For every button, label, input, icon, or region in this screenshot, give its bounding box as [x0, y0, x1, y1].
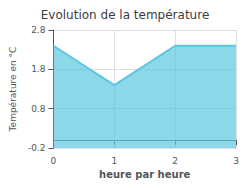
- svg-text:Evolution de la température: Evolution de la température: [41, 8, 210, 22]
- svg-text:1.8: 1.8: [31, 64, 46, 74]
- svg-text:2: 2: [172, 156, 178, 166]
- svg-text:Température en °C: Température en °C: [8, 47, 18, 133]
- svg-text:heure par heure: heure par heure: [99, 169, 190, 180]
- svg-text:0: 0: [51, 156, 57, 166]
- svg-text:2.8: 2.8: [31, 25, 46, 35]
- svg-text:3: 3: [233, 156, 239, 166]
- svg-text:0.8: 0.8: [31, 104, 46, 114]
- svg-text:1: 1: [111, 156, 117, 166]
- svg-text:-0.2: -0.2: [28, 143, 46, 153]
